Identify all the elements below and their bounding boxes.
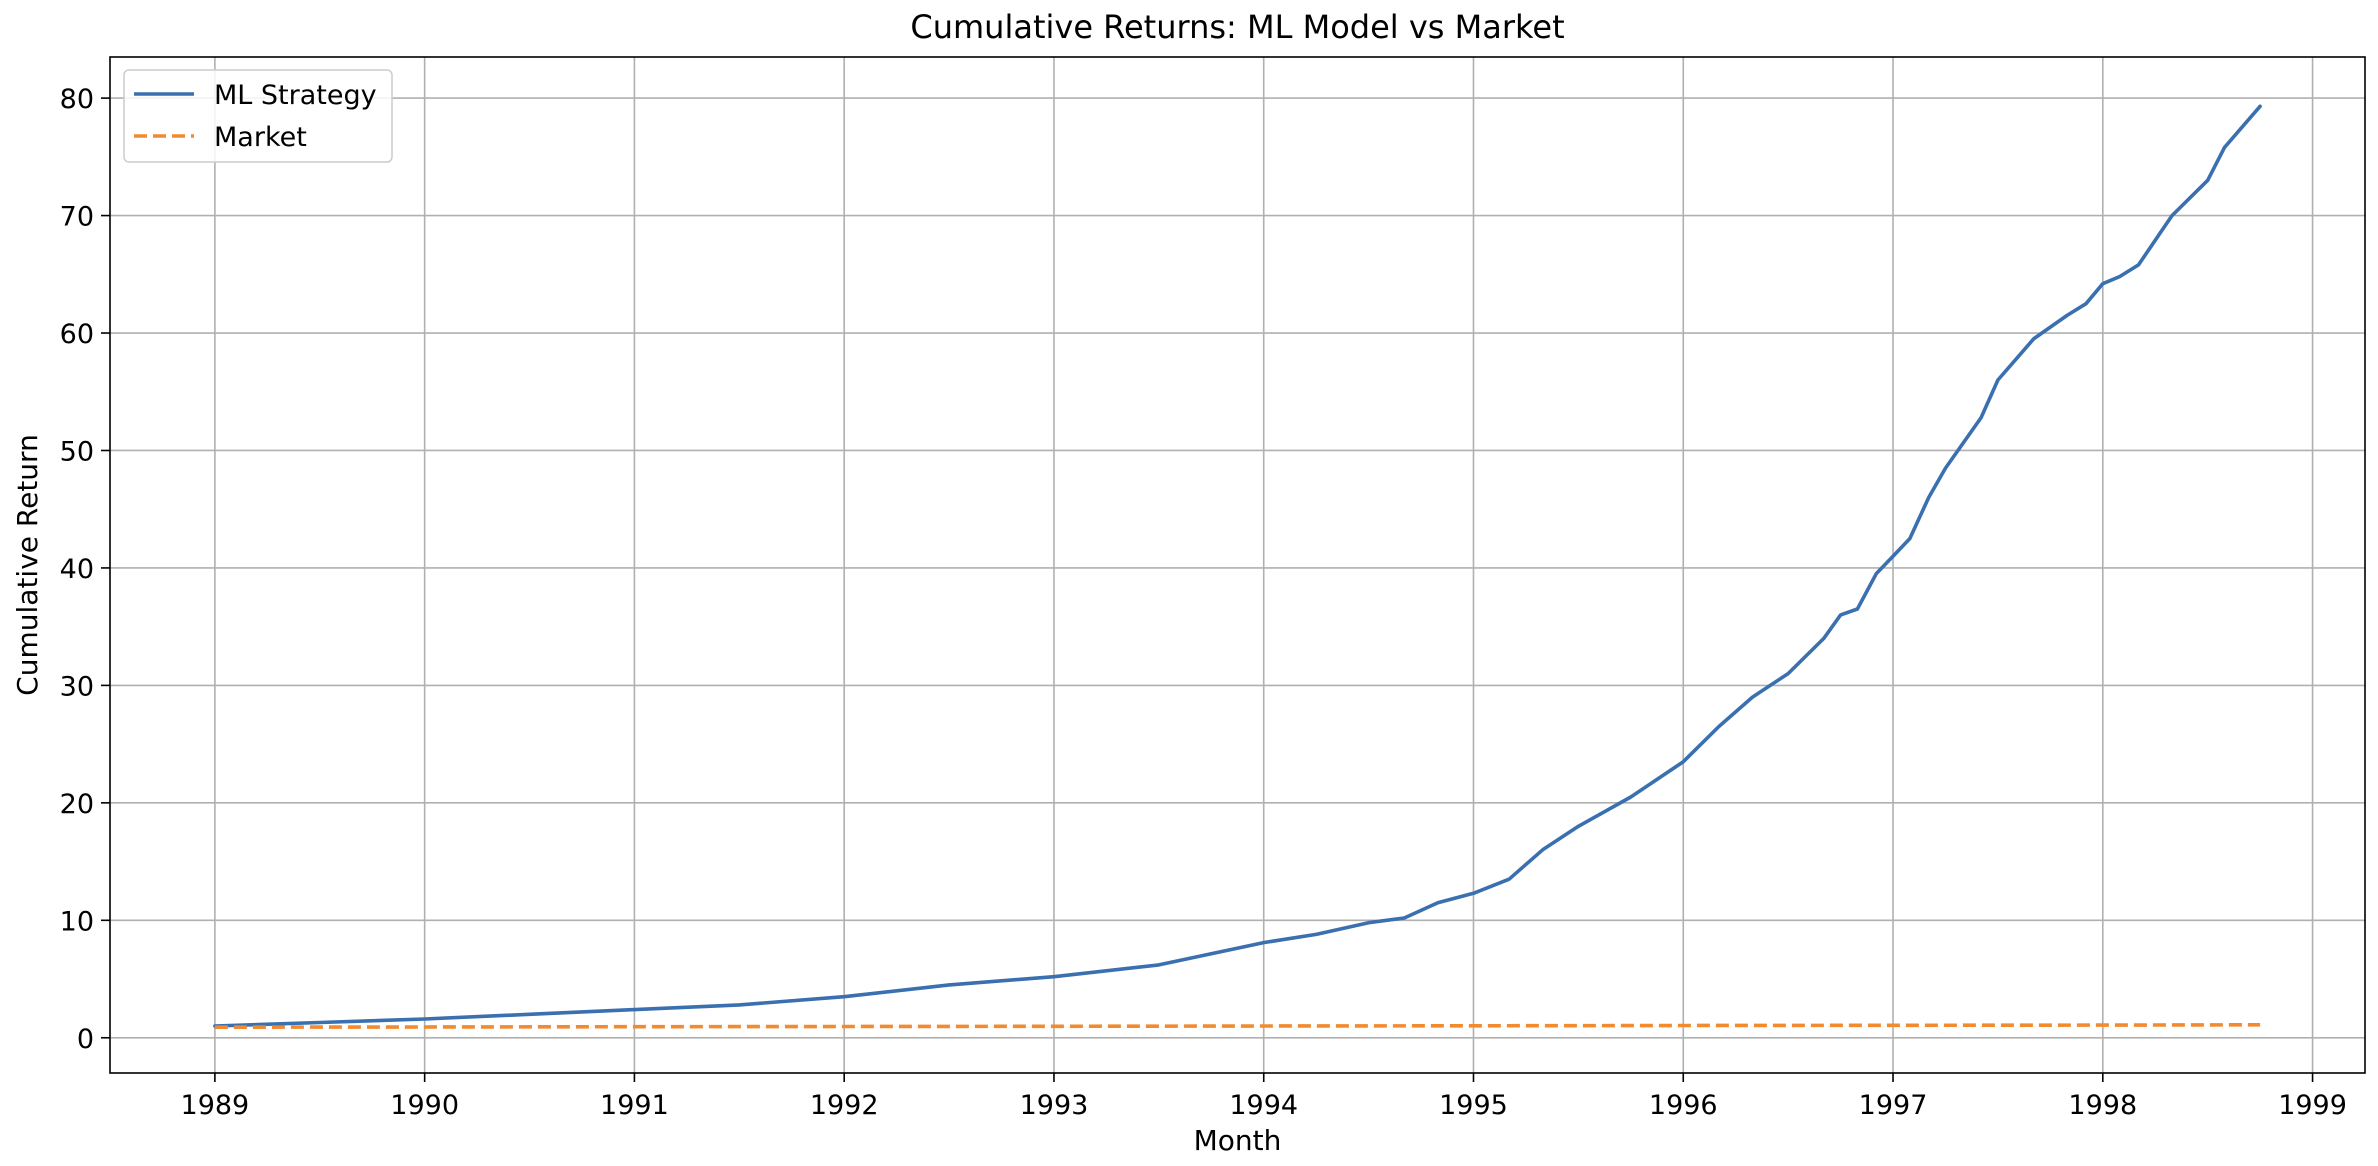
legend-label-ml-strategy: ML Strategy bbox=[214, 80, 377, 111]
legend: ML Strategy Market bbox=[123, 69, 393, 163]
grid bbox=[110, 57, 2365, 1073]
x-tick-label: 1996 bbox=[1649, 1090, 1718, 1121]
x-tick-label: 1995 bbox=[1439, 1090, 1508, 1121]
x-tick-label: 1991 bbox=[600, 1090, 669, 1121]
x-tick-label: 1992 bbox=[810, 1090, 879, 1121]
x-tick-label: 1999 bbox=[2278, 1090, 2347, 1121]
x-tick-label: 1994 bbox=[1229, 1090, 1298, 1121]
y-tick-label: 20 bbox=[60, 789, 94, 820]
y-tick-label: 70 bbox=[60, 202, 94, 233]
y-tick-label: 40 bbox=[60, 554, 94, 585]
y-tick-label: 50 bbox=[60, 436, 94, 467]
y-tick-label: 80 bbox=[60, 84, 94, 115]
y-tick-label: 0 bbox=[77, 1024, 94, 1055]
series-line-market bbox=[214, 1023, 2261, 1029]
y-tick-label: 30 bbox=[60, 671, 94, 702]
y-axis-label: Cumulative Return bbox=[11, 434, 44, 696]
axis-ticks: 1989 1990 1991 1992 1993 1994 1995 1996 1997 1998… bbox=[60, 84, 2347, 1121]
x-tick-label: 1998 bbox=[2068, 1090, 2137, 1121]
x-tick-label: 1990 bbox=[390, 1090, 459, 1121]
x-axis-label: Month bbox=[1194, 1124, 1282, 1157]
y-tick-label: 10 bbox=[60, 906, 94, 937]
plot-frame bbox=[109, 56, 2366, 1074]
y-tick-label: 60 bbox=[60, 319, 94, 350]
x-tick-label: 1997 bbox=[1859, 1090, 1928, 1121]
series-line-ml-strategy bbox=[213, 104, 2262, 1028]
x-tick-label: 1993 bbox=[1020, 1090, 1089, 1121]
legend-label-market: Market bbox=[214, 122, 307, 153]
series-lines bbox=[213, 104, 2262, 1029]
chart-title: Cumulative Returns: ML Model vs Market bbox=[910, 8, 1564, 46]
x-tick-label: 1989 bbox=[181, 1090, 250, 1121]
